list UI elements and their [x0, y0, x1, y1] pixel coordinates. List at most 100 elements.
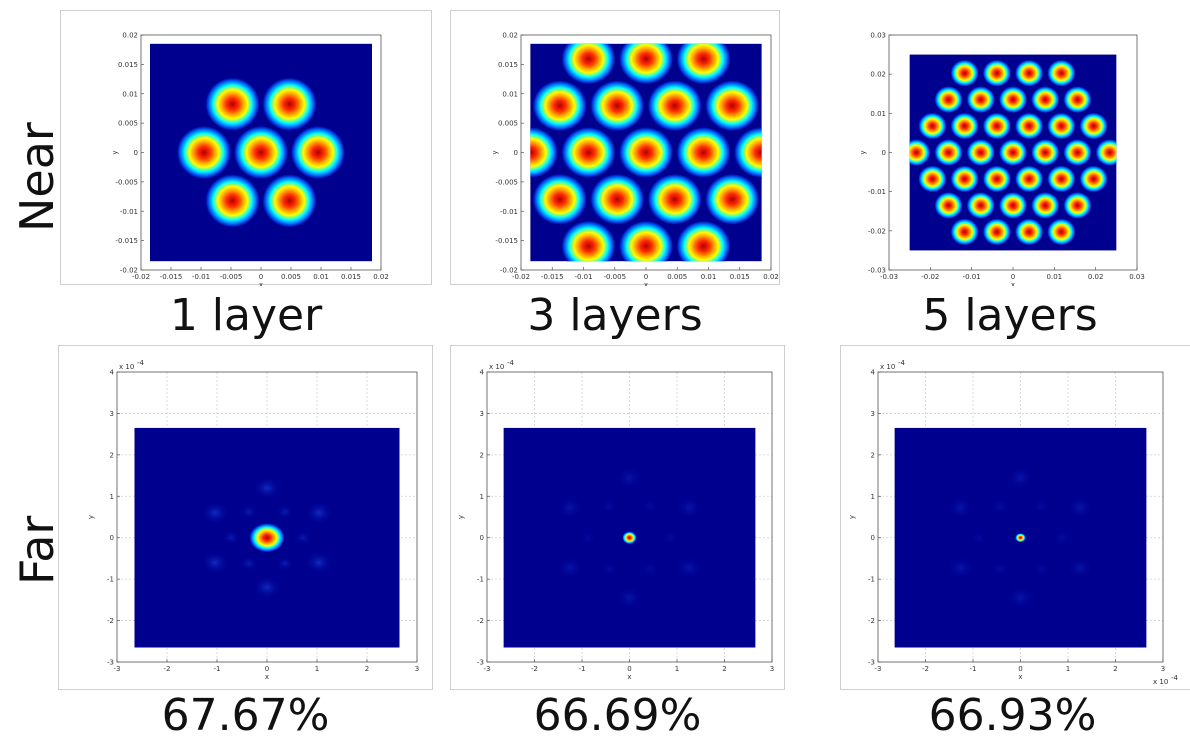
y-tick-label: 4	[480, 369, 485, 377]
x-tick-label: -1	[214, 665, 221, 673]
side-lobe	[276, 556, 294, 572]
side-lobe	[253, 476, 281, 500]
y-tick-label: -0.015	[115, 237, 138, 245]
x-tick-label: 0.01	[1047, 273, 1063, 281]
intensity-spots	[530, 43, 762, 262]
y-tick-label: 0.01	[502, 90, 518, 98]
x-axis-label: x	[265, 673, 269, 681]
intensity-spot	[676, 43, 731, 85]
intensity-spot	[1047, 112, 1076, 140]
x-tick-label: -0.01	[574, 273, 592, 281]
y-tick-label: 3	[480, 410, 484, 418]
x-tick-label: -3	[484, 665, 491, 673]
side-lobe	[222, 530, 240, 546]
intensity-spot	[291, 126, 345, 179]
far-field-3-layers-plot: -3 -2 -1 0 1 2 3 -3 -2 -1 0 1 2 3 4 x y x 10 -4	[457, 359, 774, 681]
side-lobe	[675, 556, 703, 580]
row-label-near: Near	[10, 122, 64, 232]
intensity-spot	[561, 220, 616, 262]
y-tick-label: 3	[871, 410, 875, 418]
x-tick-label: -2	[164, 665, 171, 673]
intensity-spot	[966, 86, 995, 113]
y-exponent-power: -4	[507, 359, 515, 367]
far-field-1-layer-plot: -3 -2 -1 0 1 2 3 -3 -2 -1 0 1 2 3 4 x y x 10 -4	[87, 359, 419, 681]
x-tick-label: -2	[922, 665, 929, 673]
x-tick-label: 0	[644, 273, 648, 281]
x-tick-label: -0.03	[880, 273, 898, 281]
x-tick-label: 0.005	[667, 273, 687, 281]
y-tick-label: -2	[107, 617, 114, 625]
x-tick-label: -0.015	[541, 273, 564, 281]
side-lobe	[600, 499, 618, 514]
y-exponent-power: -4	[137, 359, 145, 367]
intensity-spot	[1015, 59, 1044, 87]
near-field-3-layers-panel: -0.02 -0.015 -0.01 -0.005 0 0.005 0.01 0.015 0.0…	[450, 10, 780, 286]
y-tick-label: 0.02	[502, 32, 518, 40]
x-tick-label: 1	[1066, 665, 1070, 673]
side-lobe	[1007, 586, 1034, 610]
intensity-spot	[918, 165, 947, 193]
x-tick-label: -0.02	[132, 273, 150, 281]
x-tick-label: -0.005	[603, 273, 626, 281]
y-tick-label: 0.01	[122, 90, 138, 98]
y-tick-label: 1	[110, 493, 114, 501]
intensity-spot	[1031, 139, 1060, 166]
y-tick-label: -0.02	[120, 267, 138, 275]
side-lobe	[616, 586, 643, 610]
intensity-spot	[934, 86, 963, 113]
y-tick-label: 0.03	[870, 32, 886, 40]
y-tick-label: 1	[871, 493, 875, 501]
intensity-spot	[998, 86, 1028, 113]
central-lobe	[249, 523, 285, 553]
y-tick-label: 0.02	[870, 71, 886, 79]
intensity-spot	[532, 80, 587, 131]
x-tick-label: 0	[265, 665, 269, 673]
y-tick-label: 0.005	[118, 120, 138, 128]
far-field-5-layers-panel: -3 -2 -1 0 1 2 3 -3 -2 -1 0 1 2 3 4 x y x 10 -4 x 10 -4	[840, 345, 1190, 690]
y-axis-label: y	[491, 150, 499, 154]
y-tick-label: -3	[477, 659, 484, 667]
intensity-spot	[934, 192, 963, 219]
row-label-far: Far	[10, 515, 64, 585]
intensity-spot	[619, 127, 673, 178]
x-tick-label: 2	[722, 665, 726, 673]
intensity-spot	[205, 174, 260, 228]
x-tick-label: -3	[114, 665, 121, 673]
side-lobe	[947, 496, 975, 520]
y-tick-label: -0.03	[868, 267, 886, 275]
y-tick-label: 0	[134, 149, 138, 157]
x-axis-label: x	[1011, 281, 1015, 286]
x-tick-label: 0.005	[281, 273, 301, 281]
y-tick-label: 1	[480, 493, 484, 501]
x-tick-label: 3	[415, 665, 419, 673]
side-lobe	[1032, 561, 1050, 577]
y-tick-label: -2	[477, 617, 484, 625]
intensity-spots	[947, 466, 1094, 610]
intensity-spot	[950, 59, 979, 87]
intensity-spot	[647, 174, 702, 225]
intensity-spot	[1079, 165, 1108, 193]
caption-efficiency-3-layers: 66.69%	[533, 690, 702, 741]
side-lobe	[600, 561, 618, 577]
y-tick-label: -1	[107, 576, 114, 584]
x-tick-label: -0.015	[160, 273, 183, 281]
y-axis-label: y	[111, 150, 119, 154]
side-lobe	[201, 501, 230, 525]
x-tick-label: -0.005	[220, 273, 243, 281]
caption-3-layers: 3 layers	[527, 290, 703, 341]
y-tick-label: 3	[110, 410, 114, 418]
intensity-spot	[647, 80, 702, 131]
x-tick-label: 2	[365, 665, 369, 673]
y-tick-label: 0.005	[498, 120, 518, 128]
intensity-spots	[177, 77, 345, 228]
intensity-spot	[998, 192, 1028, 219]
y-tick-label: 4	[110, 369, 115, 377]
x-axis-label: x	[1018, 673, 1022, 681]
y-tick-label: 2	[871, 451, 875, 459]
y-tick-label: 0.01	[870, 110, 886, 118]
intensity-spot	[998, 139, 1028, 166]
y-axis-label: y	[848, 515, 856, 519]
intensity-spot	[966, 192, 995, 219]
y-tick-label: 2	[110, 451, 114, 459]
